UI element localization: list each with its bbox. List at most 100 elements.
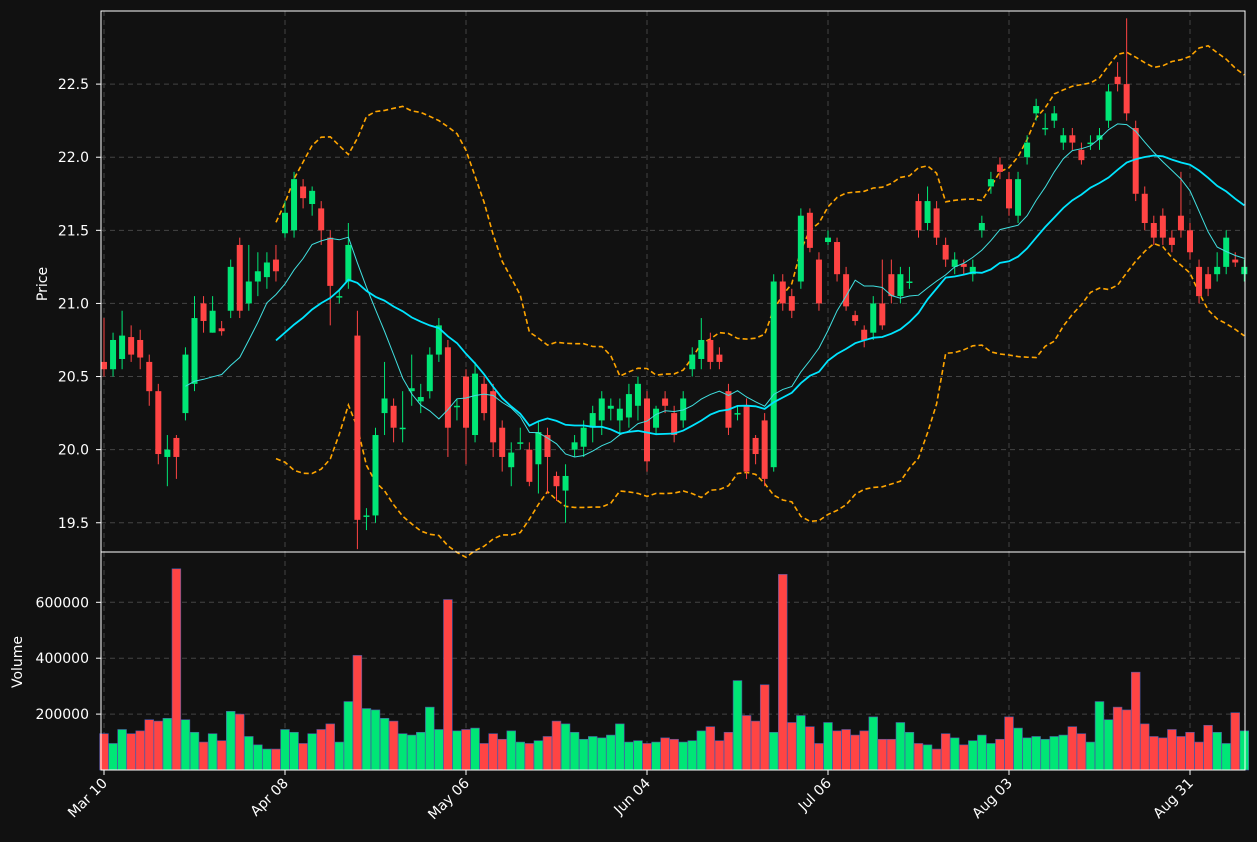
candle-body: [1132, 127, 1139, 194]
candle-body: [933, 208, 940, 238]
candle-body: [897, 274, 904, 297]
volume-bar: [497, 738, 507, 771]
volume-bar: [343, 701, 354, 771]
candle-body: [1033, 106, 1040, 114]
volume-bar: [560, 723, 571, 771]
volume-bar: [768, 731, 779, 771]
long-moving-average-line: [275, 154, 1245, 436]
candle-body: [1232, 259, 1239, 263]
candle-body: [282, 212, 288, 234]
candle: [806, 208, 813, 253]
candle: [978, 215, 985, 238]
candle: [173, 435, 180, 479]
volume-bar: [1185, 731, 1195, 771]
candle: [915, 193, 922, 238]
volume-bar: [1176, 736, 1186, 771]
volume-bar: [1031, 736, 1041, 771]
volume-bar: [334, 741, 344, 771]
candle: [1123, 18, 1130, 121]
candle: [1196, 259, 1203, 304]
volume-bar: [298, 743, 308, 771]
volume-bar: [235, 713, 245, 771]
candle: [834, 237, 841, 282]
candle-body: [553, 475, 560, 487]
candle-body: [743, 405, 750, 472]
volume-bar: [388, 720, 399, 771]
candle-body: [797, 215, 804, 282]
candle-body: [779, 281, 786, 304]
candle: [526, 442, 533, 487]
candle-body: [969, 266, 976, 275]
volume-bar: [705, 726, 716, 771]
volume-bar: [669, 738, 679, 771]
candle: [1033, 98, 1040, 121]
candle-body: [336, 296, 343, 298]
candle-body: [879, 303, 886, 326]
volume-bar: [759, 684, 770, 771]
candle-body: [119, 335, 126, 359]
candle: [200, 296, 207, 333]
candle-body: [155, 391, 162, 455]
volume-bar: [732, 680, 743, 771]
candle: [607, 398, 614, 421]
candle: [236, 237, 243, 319]
price-grid: [101, 11, 1245, 552]
candle-body: [1042, 127, 1049, 130]
candle-body: [834, 242, 841, 275]
candle-body: [1015, 179, 1022, 216]
candle-body: [616, 408, 623, 421]
volume-tick-label: 200000: [36, 707, 89, 723]
candle-body: [1006, 179, 1012, 209]
candle: [879, 259, 886, 330]
candle-body: [1168, 237, 1175, 245]
candle-body: [978, 223, 985, 231]
volume-bar: [959, 744, 969, 771]
candle-body: [508, 452, 515, 468]
candle: [653, 405, 660, 436]
volume-bar: [832, 730, 842, 771]
price-axis: 19.5 20.0 20.5 21.0 21.5 22.0 22.5: [58, 77, 101, 532]
volume-bar: [226, 711, 236, 771]
candle-body: [680, 398, 687, 421]
volume-bar: [361, 708, 372, 771]
volume-bar: [1022, 737, 1032, 771]
volume-bar: [352, 655, 363, 771]
candle-body: [309, 190, 316, 205]
bollinger-bands: [275, 44, 1245, 559]
candle: [689, 347, 696, 377]
candle-body: [1205, 274, 1212, 289]
candle-body: [435, 325, 442, 355]
candle-body: [363, 515, 370, 517]
candle-body: [716, 354, 723, 362]
candle: [951, 252, 958, 275]
candle: [616, 398, 623, 436]
candle-body: [571, 442, 578, 450]
candle: [680, 391, 687, 428]
candle-body: [218, 328, 225, 332]
candle-body: [481, 383, 488, 414]
candle: [1087, 135, 1094, 150]
volume-bar: [741, 715, 752, 771]
candle-body: [861, 329, 868, 340]
candle: [336, 288, 343, 304]
candle: [888, 259, 895, 304]
volume-bar: [1212, 731, 1222, 771]
candle-body: [417, 397, 424, 402]
volume-bar: [135, 730, 145, 771]
price-tick-label: 21.5: [58, 223, 89, 239]
candle: [1069, 127, 1076, 150]
candle-body: [227, 266, 234, 311]
volume-bar: [886, 738, 897, 771]
candle: [969, 259, 976, 282]
volume-tick-label: 600000: [36, 595, 89, 611]
volume-bar: [488, 733, 498, 771]
candle-body: [426, 354, 433, 392]
candle-body: [752, 437, 759, 455]
volume-bar: [207, 733, 218, 771]
volume-bar: [189, 731, 200, 771]
candle: [164, 435, 171, 487]
candle-body: [580, 427, 587, 447]
volume-bar: [569, 731, 580, 771]
candle: [843, 266, 850, 311]
